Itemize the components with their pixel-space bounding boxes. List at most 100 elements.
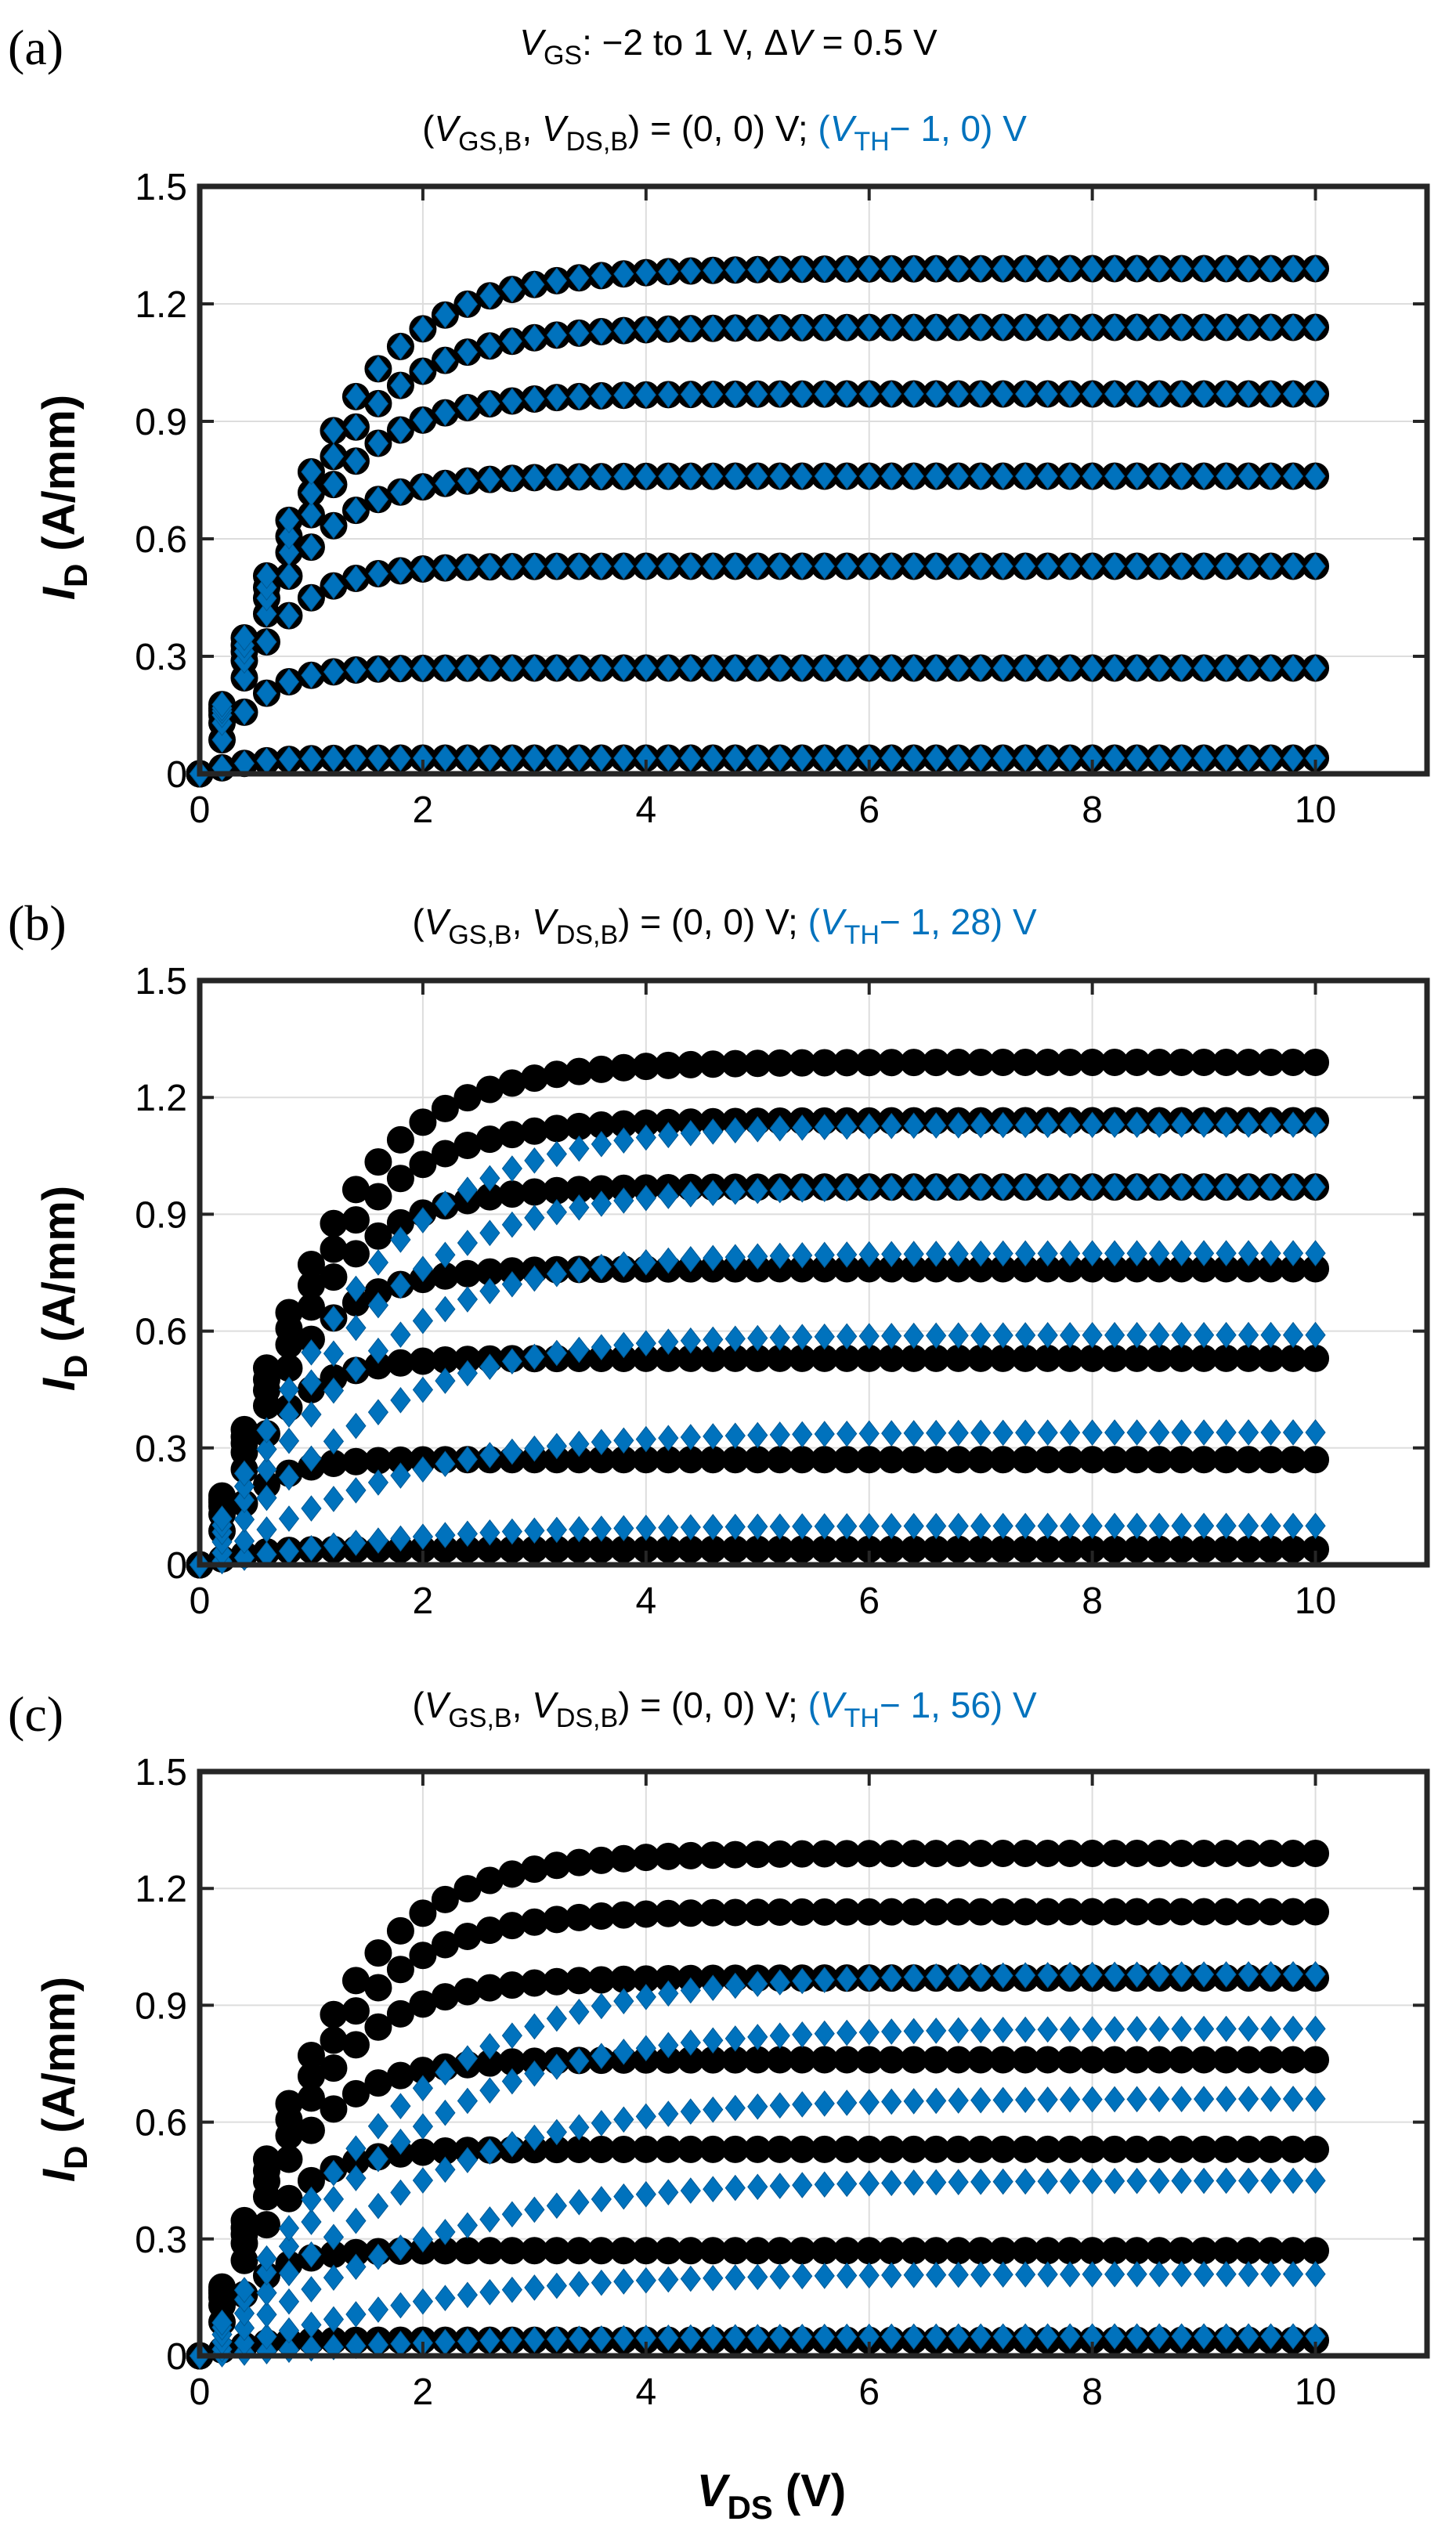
data-point [278,1464,300,1491]
curve-vgs-1 [186,1839,1330,2370]
data-point [1282,1419,1304,1446]
data-point [769,553,790,580]
data-point [858,381,880,407]
data-point [211,2309,233,2336]
data-point [1148,2167,1170,2194]
data-point [345,745,367,771]
data-point [792,655,813,681]
data-point [992,255,1013,282]
ylabel-c-sub: D [57,2146,94,2169]
data-point [1060,381,1081,407]
data-point [386,1956,414,1984]
data-point [792,1513,813,1540]
data-point [435,399,456,426]
data-point [1148,655,1170,681]
data-point [1305,1960,1326,1988]
data-point [703,553,724,580]
data-point [479,2278,500,2306]
data-point [390,333,411,360]
y-tick-label: 1.5 [135,167,187,208]
x-tick-label: 6 [858,2371,880,2413]
data-point [386,1165,414,1193]
data-point [320,1209,348,1237]
data-point [252,1354,280,1382]
data-point [479,282,500,309]
data-point [948,2169,969,2195]
data-point [233,664,255,692]
data-point [769,1421,790,1448]
data-point [703,1326,724,1353]
sweep-title: VGS: −2 to 1 V, ΔV = 0.5 V [519,22,938,70]
data-point [926,2169,947,2196]
data-point [1193,2086,1215,2112]
data-point [1282,255,1304,282]
data-point [323,1305,345,1332]
data-point [1216,2086,1237,2112]
data-point [948,2323,969,2350]
data-point [591,2269,612,2296]
data-point [858,314,880,341]
series-blue [189,255,1326,787]
data-point [836,463,858,489]
data-point [992,1512,1013,1540]
data-point [613,1187,634,1214]
data-point [256,2301,277,2328]
data-point [345,447,367,475]
y-tick-label: 0.3 [135,2220,187,2261]
data-point [1237,1240,1259,1266]
data-point [457,745,479,771]
data-point [1237,2260,1259,2288]
data-point [345,414,367,441]
data-point [724,1244,746,1271]
data-point [1305,655,1326,681]
data-point [367,430,389,457]
data-point [703,2176,724,2203]
data-point [903,553,924,580]
data-point [792,314,813,341]
data-point [1260,745,1281,771]
data-point [1037,255,1058,282]
data-point [479,390,500,417]
data-point [970,2169,992,2195]
data-point [1082,314,1103,341]
data-point [836,655,858,681]
data-point [1305,1240,1326,1266]
x-tick-label: 6 [858,1580,880,1622]
data-point [1216,1321,1237,1349]
y-tick-label: 0.3 [135,637,187,678]
data-point [591,318,612,345]
data-point [524,2060,545,2087]
data-point [569,2047,590,2075]
data-point [1260,1240,1281,1266]
data-point [836,1420,858,1447]
data-point [591,553,612,580]
data-point [1193,2167,1215,2194]
data-point [345,656,367,684]
data-point [323,2159,345,2187]
data-point [323,2223,345,2251]
data-point [390,2234,411,2261]
data-point [546,1516,567,1544]
data-point [1148,1961,1170,1988]
data-point [1082,2086,1103,2113]
data-point [792,745,813,771]
data-point [431,1094,459,1122]
data-point [1082,2016,1103,2043]
data-point [724,655,746,681]
data-point [323,2264,345,2291]
data-point [386,1125,414,1154]
data-point [301,501,322,528]
lt-c-comma: , [512,1685,533,1725]
data-point [301,1338,322,1366]
data-point [278,523,300,550]
data-point [1260,463,1281,489]
data-point [992,314,1013,341]
data-point [1305,2167,1326,2194]
data-point [345,497,367,524]
data-point [278,507,300,534]
data-point [724,315,746,341]
data-point [412,1523,434,1550]
data-point [1082,463,1103,489]
data-point [412,1376,434,1403]
data-point [948,2087,969,2114]
